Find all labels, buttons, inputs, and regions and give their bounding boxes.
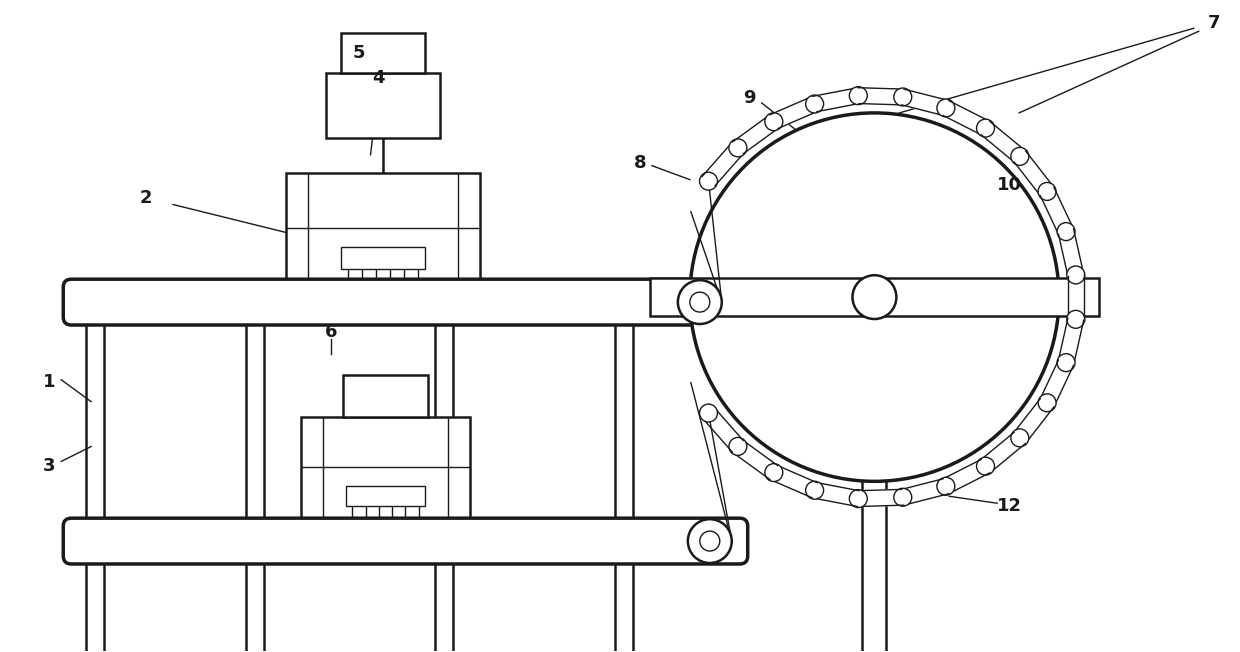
Polygon shape — [770, 466, 817, 498]
Text: 12: 12 — [997, 497, 1022, 515]
Polygon shape — [981, 432, 1025, 473]
Circle shape — [937, 477, 955, 496]
Circle shape — [689, 292, 709, 312]
Circle shape — [729, 139, 746, 156]
Circle shape — [1011, 429, 1029, 447]
Circle shape — [765, 113, 782, 130]
Circle shape — [765, 464, 782, 482]
Circle shape — [806, 95, 823, 113]
Bar — [341, 33, 425, 73]
Text: 8: 8 — [634, 154, 646, 171]
Bar — [341, 247, 425, 269]
Polygon shape — [812, 482, 859, 507]
Circle shape — [852, 275, 897, 319]
Circle shape — [894, 488, 911, 506]
Polygon shape — [733, 115, 777, 154]
Circle shape — [1038, 394, 1056, 412]
Polygon shape — [1040, 187, 1074, 234]
Polygon shape — [770, 96, 817, 128]
Circle shape — [1066, 266, 1085, 284]
Circle shape — [729, 437, 746, 455]
Text: 1: 1 — [43, 373, 56, 391]
Circle shape — [806, 481, 823, 499]
Circle shape — [849, 490, 867, 507]
Circle shape — [1056, 353, 1075, 372]
Text: 5: 5 — [352, 44, 365, 62]
Polygon shape — [944, 460, 990, 494]
Circle shape — [688, 519, 732, 563]
Bar — [285, 173, 480, 287]
Polygon shape — [702, 409, 743, 452]
Polygon shape — [733, 441, 777, 479]
Circle shape — [977, 119, 994, 137]
Text: 9: 9 — [744, 89, 756, 107]
Polygon shape — [858, 490, 904, 507]
Polygon shape — [1014, 151, 1054, 196]
FancyBboxPatch shape — [63, 279, 748, 325]
Polygon shape — [1059, 229, 1084, 276]
Bar — [301, 417, 470, 521]
Circle shape — [1066, 310, 1085, 328]
Bar — [346, 486, 425, 506]
Circle shape — [1056, 222, 1075, 241]
Polygon shape — [1040, 360, 1074, 407]
Polygon shape — [901, 89, 949, 115]
FancyBboxPatch shape — [63, 518, 748, 564]
Circle shape — [849, 87, 867, 104]
Polygon shape — [1059, 318, 1084, 365]
Text: 10: 10 — [997, 175, 1022, 194]
Circle shape — [977, 457, 994, 475]
Text: 11: 11 — [997, 293, 1022, 311]
Circle shape — [699, 172, 718, 190]
Circle shape — [1038, 183, 1056, 200]
Bar — [650, 278, 1099, 316]
Polygon shape — [981, 121, 1025, 162]
Text: 6: 6 — [325, 323, 337, 341]
Circle shape — [689, 113, 1059, 481]
Polygon shape — [901, 479, 949, 505]
Polygon shape — [812, 87, 859, 111]
Text: 2: 2 — [140, 188, 153, 207]
Circle shape — [678, 280, 722, 324]
Text: 7: 7 — [1208, 14, 1220, 33]
Polygon shape — [1014, 398, 1054, 443]
Circle shape — [894, 88, 911, 106]
Polygon shape — [702, 142, 743, 186]
Circle shape — [1011, 147, 1029, 166]
Polygon shape — [858, 87, 904, 105]
Bar — [326, 73, 440, 138]
Circle shape — [699, 531, 719, 551]
Circle shape — [699, 404, 718, 422]
Circle shape — [937, 99, 955, 117]
Text: 3: 3 — [43, 458, 56, 475]
Bar — [343, 375, 428, 417]
Polygon shape — [944, 100, 990, 135]
Text: 4: 4 — [372, 69, 384, 87]
Polygon shape — [1068, 274, 1084, 320]
